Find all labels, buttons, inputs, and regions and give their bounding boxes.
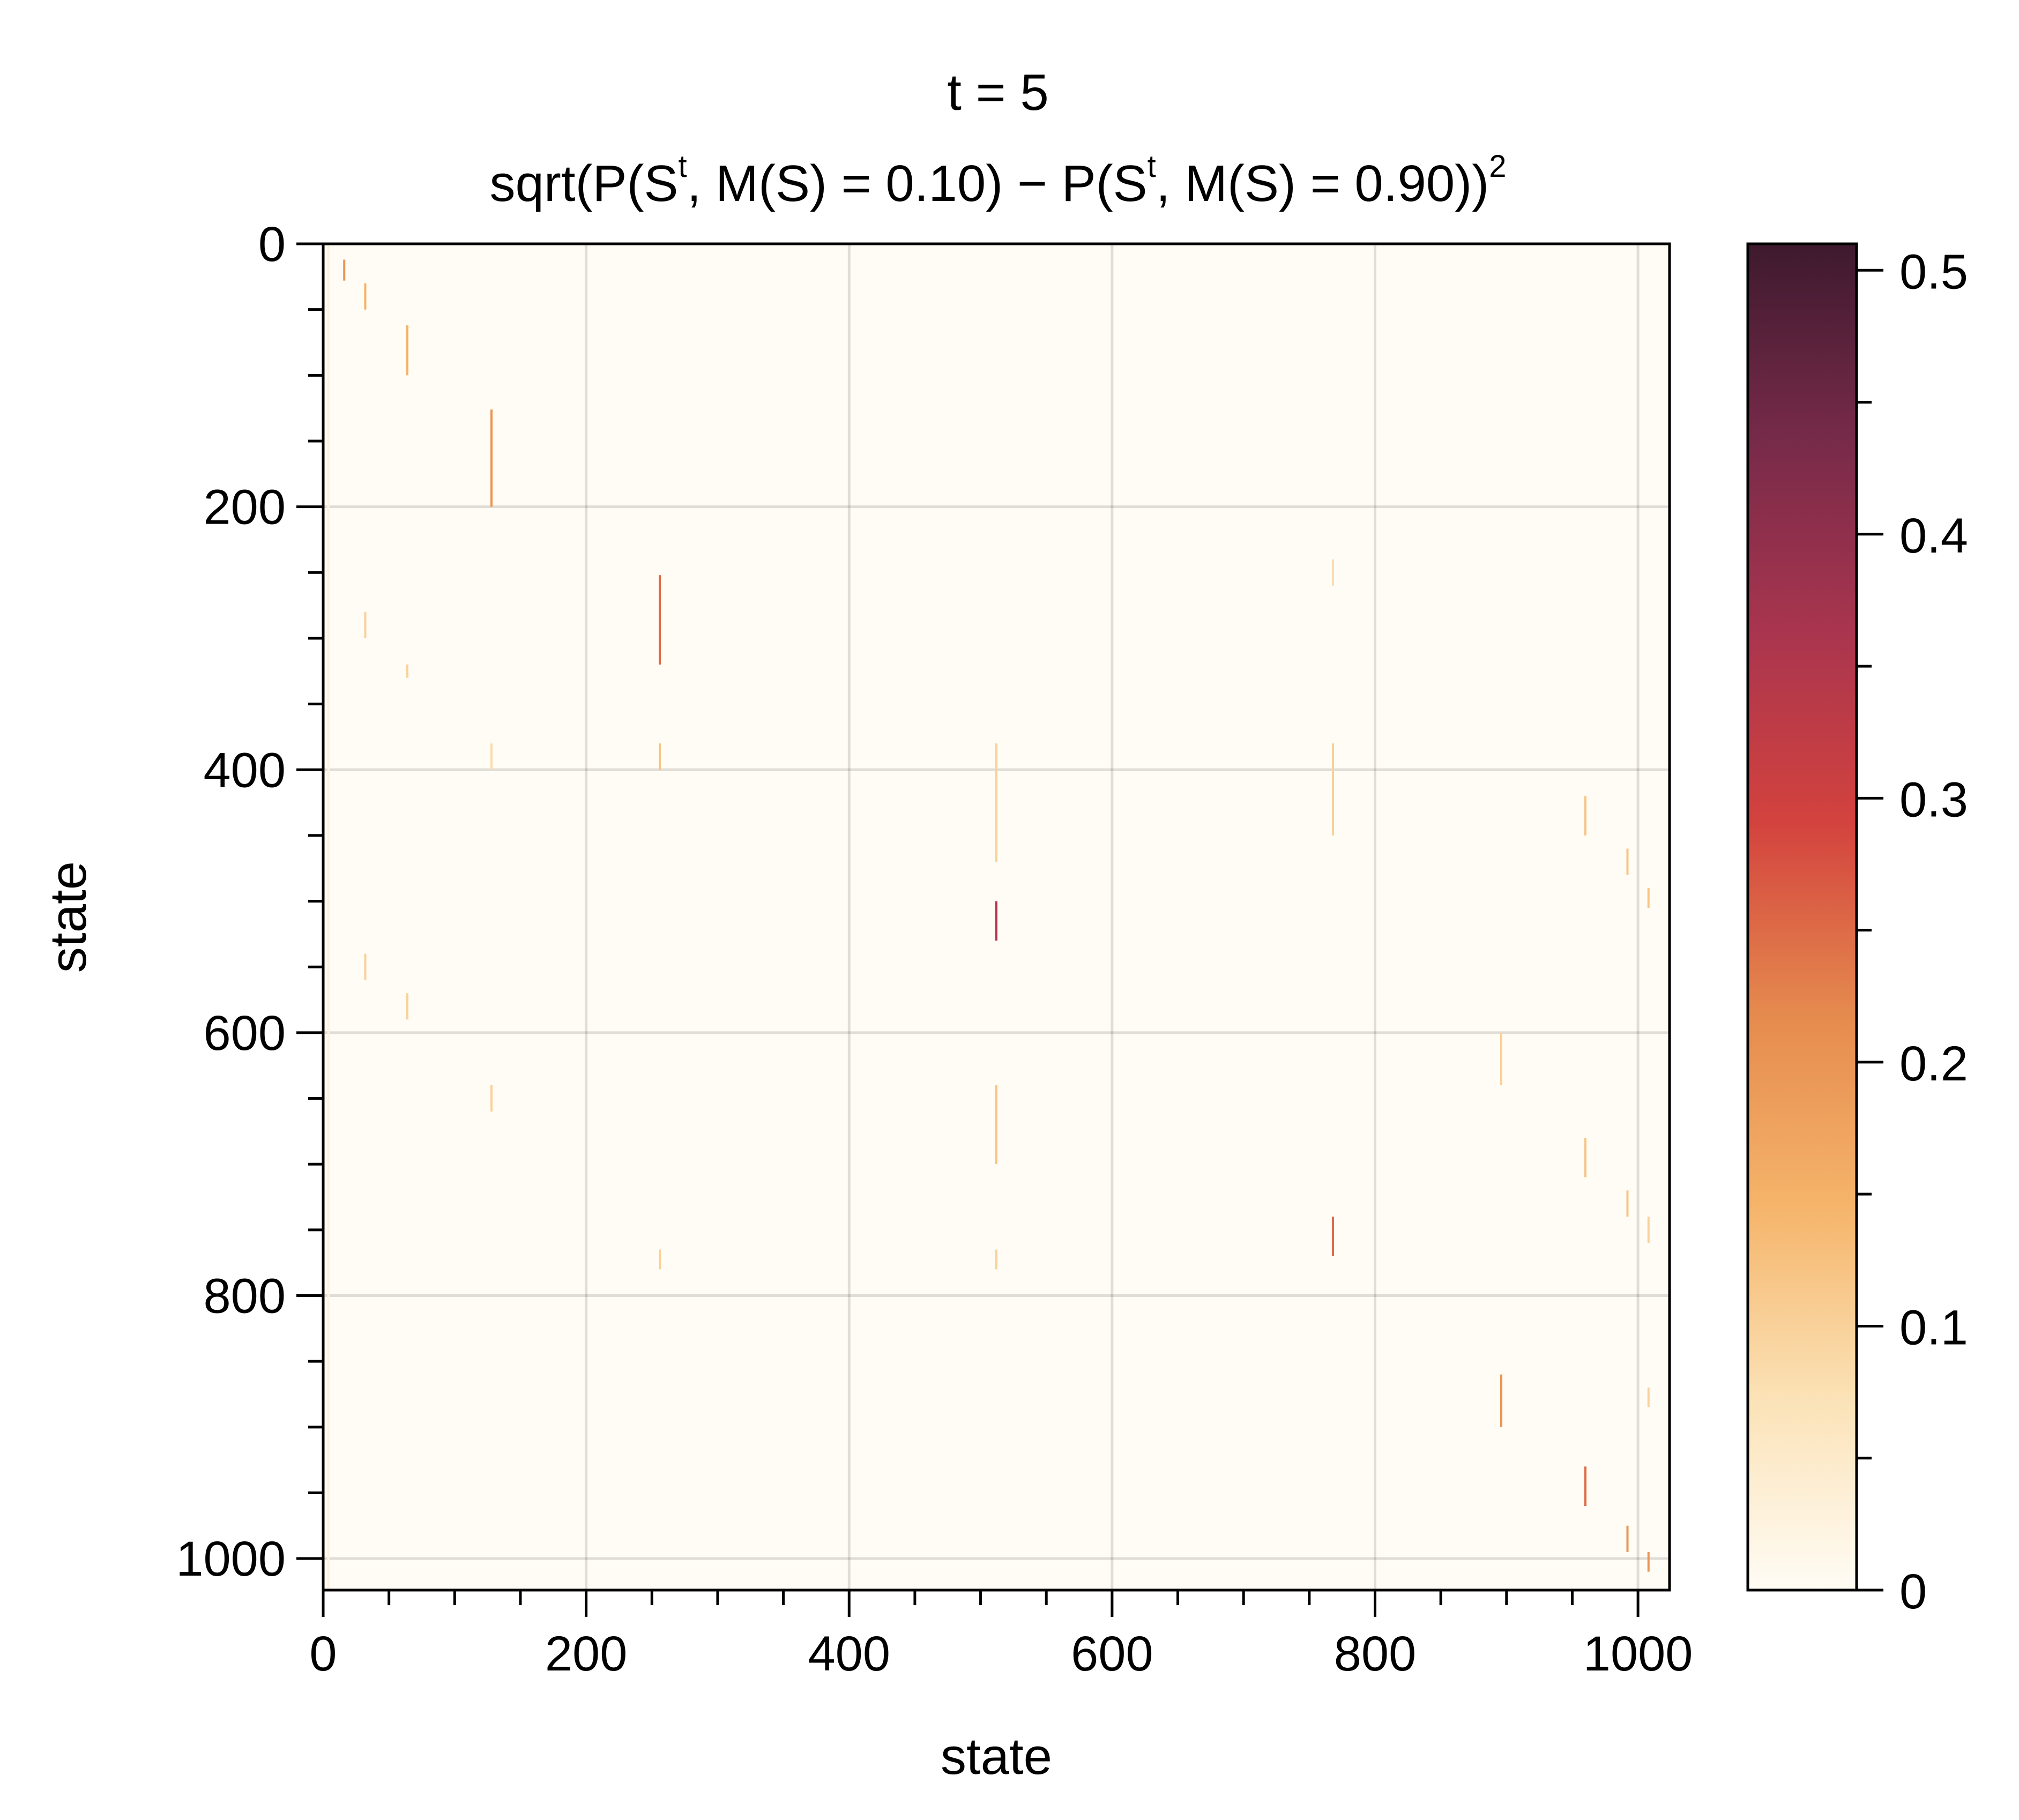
chart-subtitle: sqrt(P(St, M(S) = 0.10) − P(St, M(S) = 0… bbox=[490, 149, 1507, 212]
heatmap-cell bbox=[490, 1085, 493, 1112]
colorbar-tick-label: 0 bbox=[1899, 1564, 1927, 1619]
heatmap-cell bbox=[327, 244, 330, 1590]
x-tick-label: 200 bbox=[545, 1627, 628, 1681]
y-tick-label: 1000 bbox=[176, 1532, 286, 1586]
heatmap-plot: 0 200 400 600 800 1000 0 200 400 600 800 1000 bbox=[176, 217, 1693, 1681]
heatmap-cell bbox=[995, 743, 997, 862]
plot-frame bbox=[322, 242, 1671, 1592]
heatmap-cell bbox=[364, 283, 367, 310]
x-tick-label: 1000 bbox=[1583, 1627, 1693, 1681]
heatmap-cell bbox=[995, 901, 997, 941]
x-tick-label: 0 bbox=[309, 1627, 337, 1681]
heatmap-cells bbox=[327, 244, 1650, 1590]
subtitle-sup-1: t bbox=[679, 149, 687, 184]
heatmap-cell bbox=[1626, 848, 1629, 875]
colorbar-ticks: 0 0.1 0.2 0.3 0.4 0.5 bbox=[1857, 244, 1968, 1619]
heatmap-cell bbox=[343, 259, 346, 281]
heatmap-cell bbox=[490, 409, 493, 507]
heatmap-cell bbox=[995, 1249, 997, 1270]
heatmap-cell bbox=[1584, 796, 1586, 836]
y-tick-label: 600 bbox=[204, 1006, 286, 1061]
y-tick-label: 400 bbox=[204, 743, 286, 797]
x-tick-label: 600 bbox=[1071, 1627, 1153, 1681]
heatmap-cell bbox=[1626, 1525, 1629, 1552]
heatmap-cell bbox=[490, 743, 493, 770]
subtitle-mid-2: , M(S) = 0.90)) bbox=[1156, 155, 1489, 212]
heatmap-cell bbox=[1647, 888, 1650, 908]
heatmap-cell bbox=[364, 953, 367, 980]
heatmap-cell bbox=[1500, 1032, 1502, 1085]
y-tick-label: 200 bbox=[204, 480, 286, 535]
grid-lines bbox=[322, 242, 1670, 1590]
heatmap-cell bbox=[406, 993, 408, 1020]
colorbar-tick-label: 0.3 bbox=[1899, 772, 1968, 827]
heatmap-cell bbox=[1332, 743, 1334, 836]
heatmap-cell bbox=[406, 665, 408, 678]
heatmap-cell bbox=[1584, 1466, 1586, 1506]
subtitle-sup-2: t bbox=[1148, 149, 1156, 184]
subtitle-mid-1: , M(S) = 0.10) − P(S bbox=[687, 155, 1148, 212]
colorbar-tick-label: 0.5 bbox=[1899, 244, 1968, 299]
heatmap-cell bbox=[1332, 559, 1334, 586]
y-tick-label: 0 bbox=[258, 217, 286, 272]
y-tick-label: 800 bbox=[204, 1269, 286, 1324]
x-axis-ticks: 0 200 400 600 800 1000 bbox=[309, 1590, 1693, 1681]
heatmap-cell bbox=[1584, 1138, 1586, 1177]
heatmap-cell bbox=[659, 575, 661, 665]
y-axis-ticks: 0 200 400 600 800 1000 bbox=[176, 217, 323, 1586]
heatmap-cell bbox=[1332, 1217, 1334, 1256]
subtitle-prefix: sqrt(P(S bbox=[490, 155, 679, 212]
heatmap-cell bbox=[1647, 1552, 1650, 1572]
heatmap-cell bbox=[1500, 1374, 1502, 1427]
colorbar-tick-label: 0.2 bbox=[1899, 1036, 1968, 1091]
heatmap-cell bbox=[406, 325, 408, 376]
subtitle-sup-3: 2 bbox=[1489, 149, 1506, 184]
colorbar-tick-label: 0.4 bbox=[1899, 509, 1968, 563]
heatmap-cell bbox=[1647, 1388, 1650, 1408]
heatmap-cell bbox=[995, 1085, 997, 1165]
heatmap-cell bbox=[1647, 1217, 1650, 1243]
colorbar-tick-label: 0.1 bbox=[1899, 1300, 1968, 1355]
y-axis-label: state bbox=[40, 861, 97, 973]
heatmap-cell bbox=[659, 1249, 661, 1270]
colorbar-gradient bbox=[1746, 242, 1858, 1592]
colorbar: 0 0.1 0.2 0.3 0.4 0.5 bbox=[1746, 242, 1968, 1619]
x-tick-label: 400 bbox=[808, 1627, 891, 1681]
x-axis-label: state bbox=[941, 1728, 1052, 1785]
heatmap-cell bbox=[659, 743, 661, 770]
x-tick-label: 800 bbox=[1334, 1627, 1417, 1681]
heatmap-cell bbox=[364, 611, 367, 638]
chart-title: t = 5 bbox=[947, 64, 1048, 121]
heatmap-cell bbox=[1626, 1190, 1629, 1217]
